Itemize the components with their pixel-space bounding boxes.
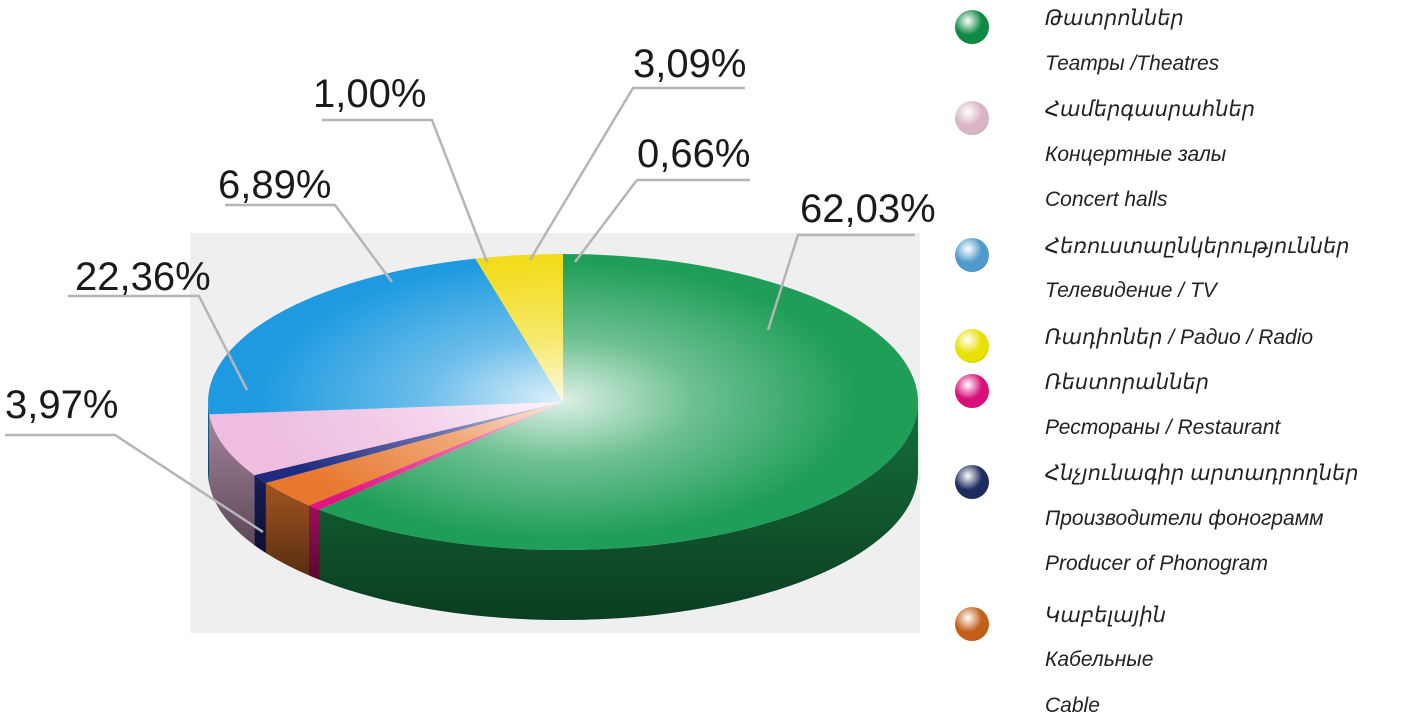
legend-label-1-2: Concert halls — [1045, 188, 1168, 211]
leader-line-2 — [528, 86, 745, 261]
pie-side-shade-5 — [208, 402, 210, 485]
leader-line-1 — [574, 178, 750, 263]
legend-label-1-1: Концертные залы — [1045, 142, 1227, 166]
slice-label-3: 1,00% — [313, 72, 426, 116]
legend-label-1-0: Համերգասրահներ — [1045, 98, 1255, 121]
legend-label-5-2: Producer of Phonogram — [1045, 552, 1268, 575]
leader-line-3 — [322, 118, 489, 263]
pie-side-shade-4 — [209, 414, 255, 546]
leader-line-5 — [68, 294, 249, 391]
slice-label-1: 0,66% — [637, 132, 750, 176]
legend-swatch-5 — [955, 465, 989, 499]
legend-label-5-1: Производители фонограмм — [1045, 506, 1324, 530]
legend-label-6-1: Кабельные — [1045, 648, 1154, 671]
leader-line-4 — [225, 203, 394, 283]
legend-swatch-3 — [955, 328, 989, 363]
leader-line-6 — [5, 433, 264, 534]
slice-label-2: 3,09% — [633, 42, 746, 86]
slice-label-6: 3,97% — [5, 383, 118, 427]
legend-label-6-0: Կաբելային — [1045, 603, 1167, 627]
legend-label-0-0: Թատրոններ — [1045, 7, 1184, 30]
legend-label-0-1: Театры /Theatres — [1045, 51, 1220, 75]
legend-label-6-2: Cable — [1045, 693, 1100, 717]
slice-label-4: 6,89% — [218, 163, 331, 207]
legend-swatch-4 — [955, 374, 989, 408]
pie-side-shade-0 — [319, 402, 918, 620]
legend-label-4-0: Ռեստորաններ — [1045, 371, 1210, 394]
legend-label-3-0: Ռադիոներ / Радио / Radio — [1045, 325, 1314, 349]
slice-label-5: 22,36% — [75, 255, 211, 299]
legend-label-2-0: Հեռուստաընկերություններ — [1045, 234, 1350, 258]
legend-label-5-0: Հնչյունագիր արտադրողներ — [1045, 462, 1359, 485]
pie-side-shade-3 — [254, 475, 266, 554]
pie-side-shade-1 — [308, 505, 320, 580]
legend-swatch-2 — [955, 237, 989, 272]
legend-label-2-1: Телевидение / TV — [1045, 279, 1217, 302]
leader-line-0 — [766, 233, 915, 331]
pie-highlight — [260, 260, 860, 540]
legend-swatch-6 — [955, 606, 989, 641]
legend: Թատրոններ Театры /Theatres Համերգասրահներ К… — [950, 0, 1413, 722]
slice-label-0: 62,03% — [800, 187, 936, 231]
legend-swatch-0 — [955, 10, 989, 44]
legend-label-4-1: Рестораны / Restaurant — [1045, 415, 1281, 439]
legend-swatch-1 — [955, 101, 989, 135]
pie-side-shade-2 — [265, 483, 309, 576]
